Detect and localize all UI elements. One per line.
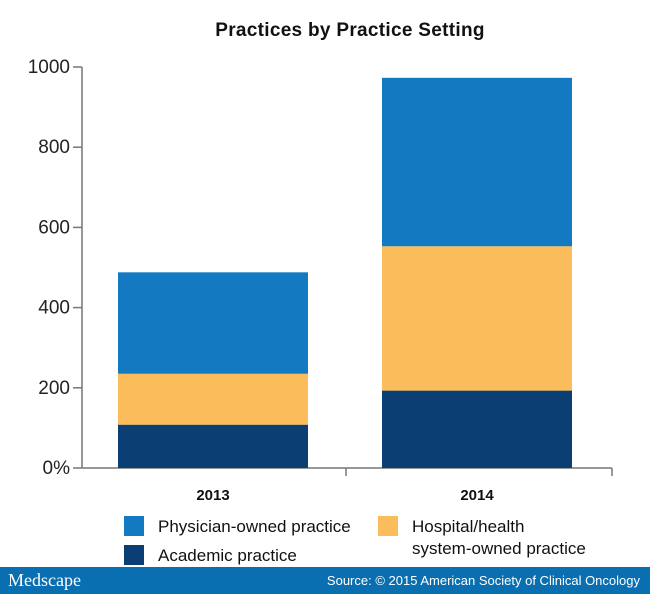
legend-label-academic: Academic practice bbox=[158, 546, 297, 565]
bar-2014-series-2 bbox=[382, 77, 572, 247]
footer-bar: Medscape Source: © 2015 American Society… bbox=[0, 567, 650, 594]
bar-2013-series-0 bbox=[118, 424, 308, 468]
x-tick-label: 2013 bbox=[196, 487, 229, 504]
bar-2013-series-1 bbox=[118, 373, 308, 425]
legend-item-physician: Physician-owned practice bbox=[124, 516, 351, 538]
brand-logo: Medscape bbox=[8, 570, 81, 590]
legend-item-hospital: Hospital/health system-owned practice bbox=[378, 516, 612, 560]
y-tick-label: 800 bbox=[38, 137, 70, 158]
legend-swatch-academic bbox=[124, 545, 144, 565]
legend-swatch-physician bbox=[124, 516, 144, 536]
legend-label-hospital-line1: Hospital/health bbox=[412, 517, 525, 536]
legend-label-hospital: Hospital/health system-owned practice bbox=[412, 516, 612, 560]
bar-2013-series-2 bbox=[118, 272, 308, 374]
plot-area: 0% 200 400 600 800 1000 2013 2014 bbox=[28, 57, 613, 504]
bar-2014-series-1 bbox=[382, 246, 572, 391]
legend-item-academic: Academic practice bbox=[124, 545, 297, 567]
x-tick-label: 2014 bbox=[460, 487, 494, 504]
legend-swatch-hospital bbox=[378, 516, 398, 536]
y-tick-label: 0% bbox=[43, 458, 71, 479]
y-tick-label: 400 bbox=[38, 298, 70, 319]
y-tick-label: 600 bbox=[38, 217, 70, 238]
y-tick-label: 1000 bbox=[28, 57, 70, 78]
bar-2014-series-0 bbox=[382, 390, 572, 468]
y-tick-label: 200 bbox=[38, 378, 70, 399]
source-credit: Source: © 2015 American Society of Clini… bbox=[326, 573, 640, 588]
chart-title: Practices by Practice Setting bbox=[215, 20, 485, 41]
legend-label-hospital-line2: system-owned practice bbox=[412, 539, 586, 558]
legend-label-physician: Physician-owned practice bbox=[158, 517, 351, 536]
